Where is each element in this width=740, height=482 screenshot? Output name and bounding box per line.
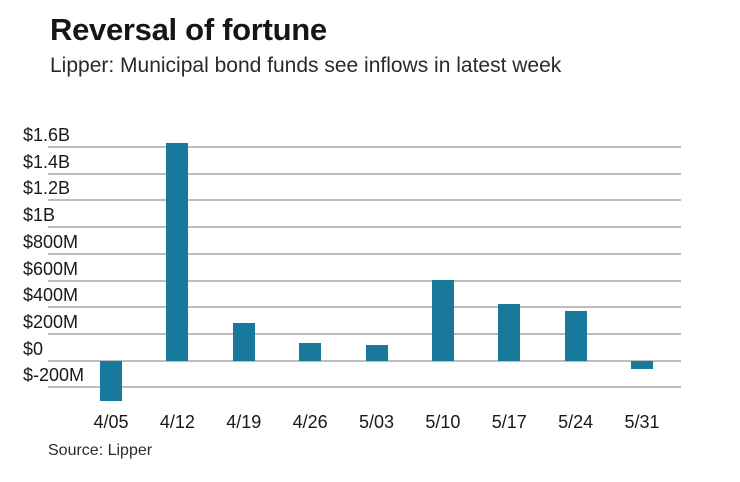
gridline-400M xyxy=(48,306,681,309)
bar-5/24 xyxy=(564,310,587,361)
gridline-1.4B xyxy=(48,172,681,175)
gridline-200M xyxy=(48,332,681,335)
x-axis-label: 4/05 xyxy=(93,412,129,432)
chart-subtitle: Lipper: Municipal bond funds see inflows… xyxy=(50,54,562,77)
gridline-1B xyxy=(48,226,681,229)
y-axis-label: $1.2B xyxy=(23,178,71,199)
x-axis-label: 5/03 xyxy=(358,412,395,432)
chart-title: Reversal of fortune xyxy=(50,12,327,47)
bar-5/31 xyxy=(631,360,653,370)
x-axis-label: 5/31 xyxy=(624,412,660,432)
y-axis-label: $600M xyxy=(23,258,79,279)
x-axis-label: 4/12 xyxy=(159,412,195,432)
y-axis-label: $0 xyxy=(23,338,44,359)
x-axis-label: 4/26 xyxy=(292,412,328,432)
gridline-0 xyxy=(48,359,681,362)
y-axis-label: $1.6B xyxy=(23,124,71,145)
x-axis-label: 5/10 xyxy=(425,412,461,432)
x-axis-label: 5/24 xyxy=(558,412,594,432)
gridline--200M xyxy=(48,386,681,389)
gridline-800M xyxy=(48,252,681,255)
bar-4/12 xyxy=(166,142,189,361)
bar-5/17 xyxy=(498,303,521,361)
bar-5/03 xyxy=(365,345,388,361)
bar-4/26 xyxy=(299,342,322,361)
y-axis-label: $400M xyxy=(23,285,79,306)
x-axis-label: 4/19 xyxy=(226,412,262,432)
y-axis-label: $200M xyxy=(23,311,79,332)
y-axis-label: $-200M xyxy=(23,365,85,386)
gridline-1.6B xyxy=(48,145,681,148)
source-note: Source: Lipper xyxy=(48,442,153,459)
bar-5/10 xyxy=(431,279,454,361)
y-axis-label: $1.4B xyxy=(23,151,71,172)
x-axis-label: 5/17 xyxy=(491,412,527,432)
bar-4/19 xyxy=(232,322,255,361)
gridline-1.2B xyxy=(48,199,681,202)
bar-4/05 xyxy=(100,360,122,401)
y-axis-label: $1B xyxy=(23,205,56,226)
y-axis-label: $800M xyxy=(23,231,79,252)
gridline-600M xyxy=(48,279,681,282)
